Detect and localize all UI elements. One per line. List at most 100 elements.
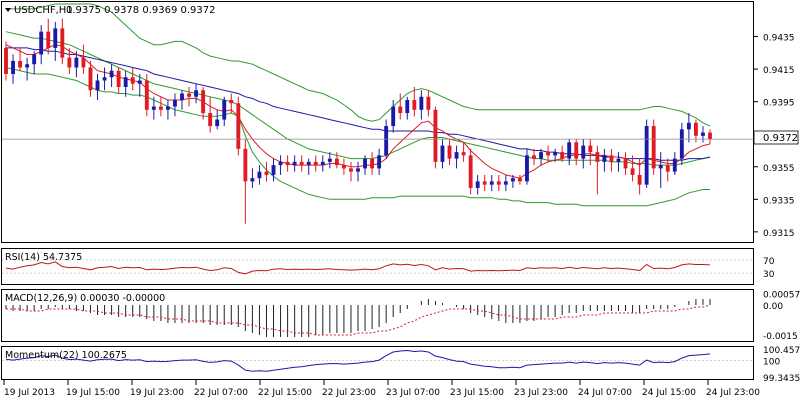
current-price-label: 0.9372	[763, 133, 798, 144]
candle-bull	[672, 158, 677, 172]
candle-bear	[588, 145, 593, 153]
macd-signal-line	[6, 304, 711, 336]
candle-bear	[67, 57, 72, 68]
momentum-tick-label: 100.457	[763, 346, 800, 356]
candle-bear	[81, 57, 86, 68]
candle-bull	[616, 158, 621, 162]
candle-bull	[11, 60, 15, 74]
candle-bear	[299, 161, 304, 166]
candle-bear	[560, 152, 565, 159]
time-tick-label: 22 Jul 23:00	[322, 388, 376, 398]
time-tick-label: 23 Jul 23:00	[514, 388, 568, 398]
candle-bear	[482, 181, 487, 185]
candle-bull	[405, 100, 410, 114]
candle-bear	[4, 47, 8, 74]
candle-bear	[574, 142, 579, 159]
candle-bull	[644, 126, 649, 185]
price-tick-label: 0.9315	[763, 229, 795, 239]
candle-bull	[320, 161, 325, 166]
candle-bull	[658, 165, 663, 169]
candle-bull	[539, 152, 543, 159]
candle-bear	[546, 152, 551, 156]
candle-bull	[440, 145, 445, 162]
candle-bear	[349, 168, 353, 172]
candle-bull	[271, 165, 276, 175]
momentum-title: Momentum(22) 100.2675	[5, 350, 127, 361]
lower-band-line	[5, 67, 710, 207]
candle-bull	[32, 54, 37, 65]
momentum-line	[5, 349, 711, 372]
candle-bull	[39, 31, 44, 55]
candle-bear	[229, 100, 234, 104]
candle-bear	[532, 155, 536, 159]
candle-bear	[116, 70, 121, 88]
price-panel-frame	[1, 1, 754, 243]
candle-bear	[665, 165, 670, 172]
time-tick-label: 23 Jul 15:00	[450, 388, 504, 398]
time-tick-label: 24 Jul 07:00	[578, 388, 632, 398]
candle-bull	[553, 152, 558, 156]
candle-bull	[701, 132, 705, 136]
rsi-title: RSI(14) 54.7375	[5, 252, 82, 263]
candle-bull	[454, 152, 459, 159]
candle-bull	[173, 100, 177, 107]
candle-bull	[123, 77, 128, 88]
candle-bull	[581, 145, 586, 159]
candle-bear	[341, 165, 346, 169]
price-tick-label: 0.9415	[763, 66, 795, 76]
candle-bull	[194, 90, 199, 97]
candle-bear	[447, 145, 452, 159]
candle-bear	[334, 158, 339, 166]
candle-bull	[25, 64, 30, 68]
symbol-label: USDCHF,H1	[14, 5, 73, 16]
candle-bull	[215, 119, 220, 127]
rsi-tick-label: 70	[763, 257, 775, 267]
macd-tick-label: 0.00057	[763, 291, 800, 301]
time-tick-label: 19 Jul 23:00	[130, 388, 184, 398]
candle-bear	[313, 161, 318, 166]
time-tick-label: 23 Jul 07:00	[386, 388, 440, 398]
candle-bull	[278, 161, 283, 166]
macd-panel-frame	[1, 289, 754, 342]
candle-bear	[46, 31, 51, 48]
dropdown-triangle-icon[interactable]	[5, 8, 11, 12]
candle-bull	[419, 96, 424, 110]
candle-bull	[391, 106, 396, 127]
candle-bear	[88, 67, 93, 91]
candle-bear	[264, 171, 269, 175]
candle-bull	[384, 126, 389, 156]
candle-bull	[53, 28, 58, 48]
macd-tick-label: 0.00	[763, 302, 783, 312]
candle-bear	[243, 148, 248, 182]
candle-bull	[602, 155, 607, 162]
candle-bear	[158, 106, 163, 110]
candle-bull	[567, 142, 572, 159]
middle-band-line	[5, 31, 711, 166]
candle-bull	[503, 181, 508, 185]
candle-bear	[236, 103, 241, 149]
candle-bull	[180, 93, 184, 101]
slow-ma-line	[6, 47, 711, 161]
candle-bull	[109, 70, 114, 78]
candle-bull	[292, 161, 297, 166]
rsi-line	[5, 261, 711, 275]
candle-bear	[651, 126, 656, 169]
upper-band-line	[6, 3, 711, 127]
rsi-tick-label: 30	[763, 270, 775, 280]
candle-bull	[151, 106, 156, 110]
candle-bear	[60, 28, 65, 58]
time-tick-label: 22 Jul 07:00	[194, 388, 248, 398]
candle-bull	[686, 122, 691, 130]
momentum-panel-frame	[1, 346, 754, 380]
candle-bear	[461, 152, 466, 156]
candle-bull	[363, 158, 367, 169]
candlestick-series	[4, 18, 712, 224]
momentum-series: 100.457 100 99.3435	[2, 346, 800, 384]
price-tick-label: 0.9335	[763, 196, 795, 206]
candle-bear	[637, 174, 642, 185]
time-tick-label: 19 Jul 2013	[4, 388, 55, 398]
candle-bull	[679, 129, 684, 159]
